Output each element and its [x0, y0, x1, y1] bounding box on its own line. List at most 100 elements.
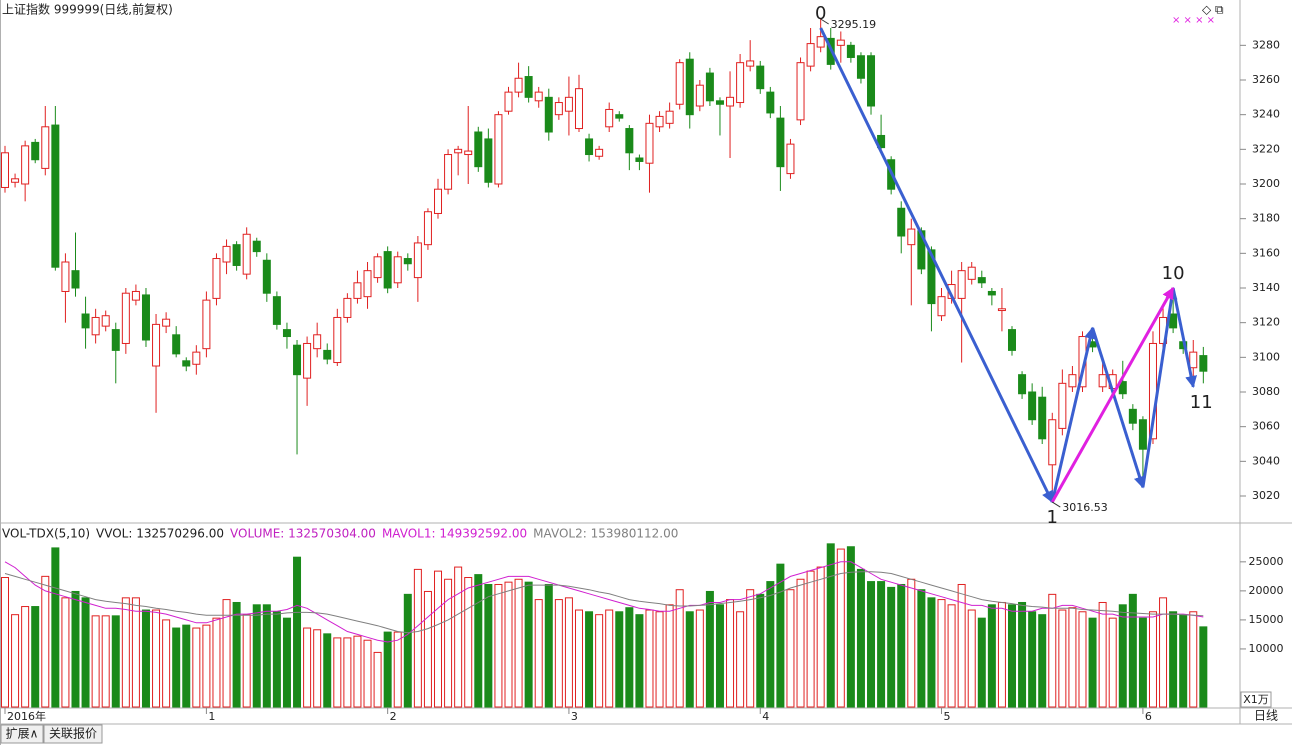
candle-body [987, 290, 996, 296]
candle-body [897, 207, 906, 237]
volume-bar [423, 590, 432, 708]
volume-bar [766, 581, 775, 708]
candle-body [1008, 329, 1016, 351]
candle-body [51, 124, 60, 268]
candle-body [232, 244, 241, 266]
candle-body [494, 114, 503, 185]
volume-bar [81, 597, 90, 708]
volume-bar [222, 599, 231, 708]
candle-body [685, 58, 694, 116]
volume-bar [1148, 611, 1157, 708]
volume-bar [574, 609, 583, 708]
y-tick-label: 3060 [1252, 420, 1280, 433]
volume-bar [1078, 611, 1087, 708]
volume-bar [1, 577, 9, 708]
y-tick-label: 3160 [1252, 246, 1280, 259]
x-tick-label: 3 [571, 710, 578, 723]
candle-body [574, 88, 583, 130]
volume-bar [172, 627, 181, 708]
candle-body [121, 292, 130, 344]
volume-bar [383, 631, 392, 708]
ma-line [4, 571, 1204, 634]
candle-body [41, 126, 50, 169]
tab[interactable] [43, 724, 103, 744]
wave-line [1141, 286, 1178, 488]
volume-bar [595, 614, 604, 708]
y-tick-label: 3140 [1252, 281, 1280, 294]
volume-bar [393, 631, 402, 708]
volume-bar [806, 570, 815, 708]
y-tick-label: 20000 [1249, 584, 1284, 597]
x-tick-label: 5 [944, 710, 951, 723]
volume-bar [333, 637, 342, 708]
volume-bar [272, 611, 281, 708]
candle-body [836, 39, 845, 46]
x-tick-label: 2016年 [7, 709, 46, 723]
candle-body [726, 96, 735, 107]
candle-body [524, 76, 533, 98]
candle-body [665, 110, 674, 124]
candle-body [383, 251, 392, 289]
volume-bar [675, 589, 684, 708]
candle-body [252, 240, 261, 253]
candle-body [1138, 419, 1147, 450]
volume-bar [554, 599, 563, 708]
volume-bar [444, 578, 453, 708]
candle-body [262, 259, 271, 294]
candle-body [152, 323, 161, 367]
volume-legend: MAVOL1: 149392592.00 [382, 527, 527, 541]
ma-line [4, 561, 1204, 643]
candle-body [293, 344, 302, 376]
candle-body [705, 72, 714, 102]
candle-body [625, 128, 634, 154]
volume-bar [1068, 607, 1077, 708]
unit-box [1240, 691, 1272, 708]
tab-label[interactable]: 关联报价 [49, 726, 97, 741]
volume-bar [21, 606, 30, 708]
volume-bar [1128, 593, 1137, 708]
candle-body [605, 108, 614, 128]
candle-body [796, 62, 805, 121]
wave-label: 0 [815, 3, 826, 24]
candle-body [413, 242, 422, 279]
wave-line [1171, 287, 1197, 388]
volume-bar [282, 617, 291, 708]
volume-bar [242, 614, 251, 708]
tab-label[interactable]: 扩展∧ [6, 727, 39, 741]
candle-body [977, 277, 986, 284]
volume-bar [615, 611, 624, 708]
volume-bar [625, 607, 634, 708]
y-tick-label: 3180 [1252, 212, 1280, 225]
volume-bar [836, 548, 845, 708]
volume-bar [51, 547, 60, 708]
candle-body [856, 55, 865, 79]
candle-body [1038, 396, 1047, 440]
tab[interactable] [0, 724, 44, 744]
candle-body [343, 297, 352, 318]
candle-body [937, 296, 946, 317]
volume-bar [726, 599, 735, 708]
volume-bar [605, 609, 614, 708]
candle-body [21, 145, 30, 185]
y-tick-label: 3240 [1252, 108, 1280, 121]
volume-bar [121, 597, 130, 708]
volume-bar [353, 635, 362, 708]
candle-body [1058, 382, 1067, 429]
volume-bar [111, 615, 120, 708]
candle-body [1199, 355, 1208, 372]
volume-bar [1179, 614, 1188, 708]
volume-bar [705, 590, 714, 708]
window-icons[interactable]: ◇ ⧉ [1202, 3, 1224, 17]
chart-title: 上证指数 999999(日线,前复权) [2, 2, 173, 17]
candle-body [1028, 391, 1037, 421]
volume-bar [736, 611, 745, 708]
volume-bar [1189, 611, 1198, 708]
volume-bar [182, 624, 191, 708]
candle-body [595, 148, 604, 157]
x-tick-label: 4 [762, 710, 769, 723]
volume-bar [293, 556, 302, 708]
candle-body [534, 91, 543, 102]
candle-body [212, 258, 221, 299]
y-tick-label: 15000 [1249, 613, 1284, 626]
volume-bar [91, 615, 100, 708]
